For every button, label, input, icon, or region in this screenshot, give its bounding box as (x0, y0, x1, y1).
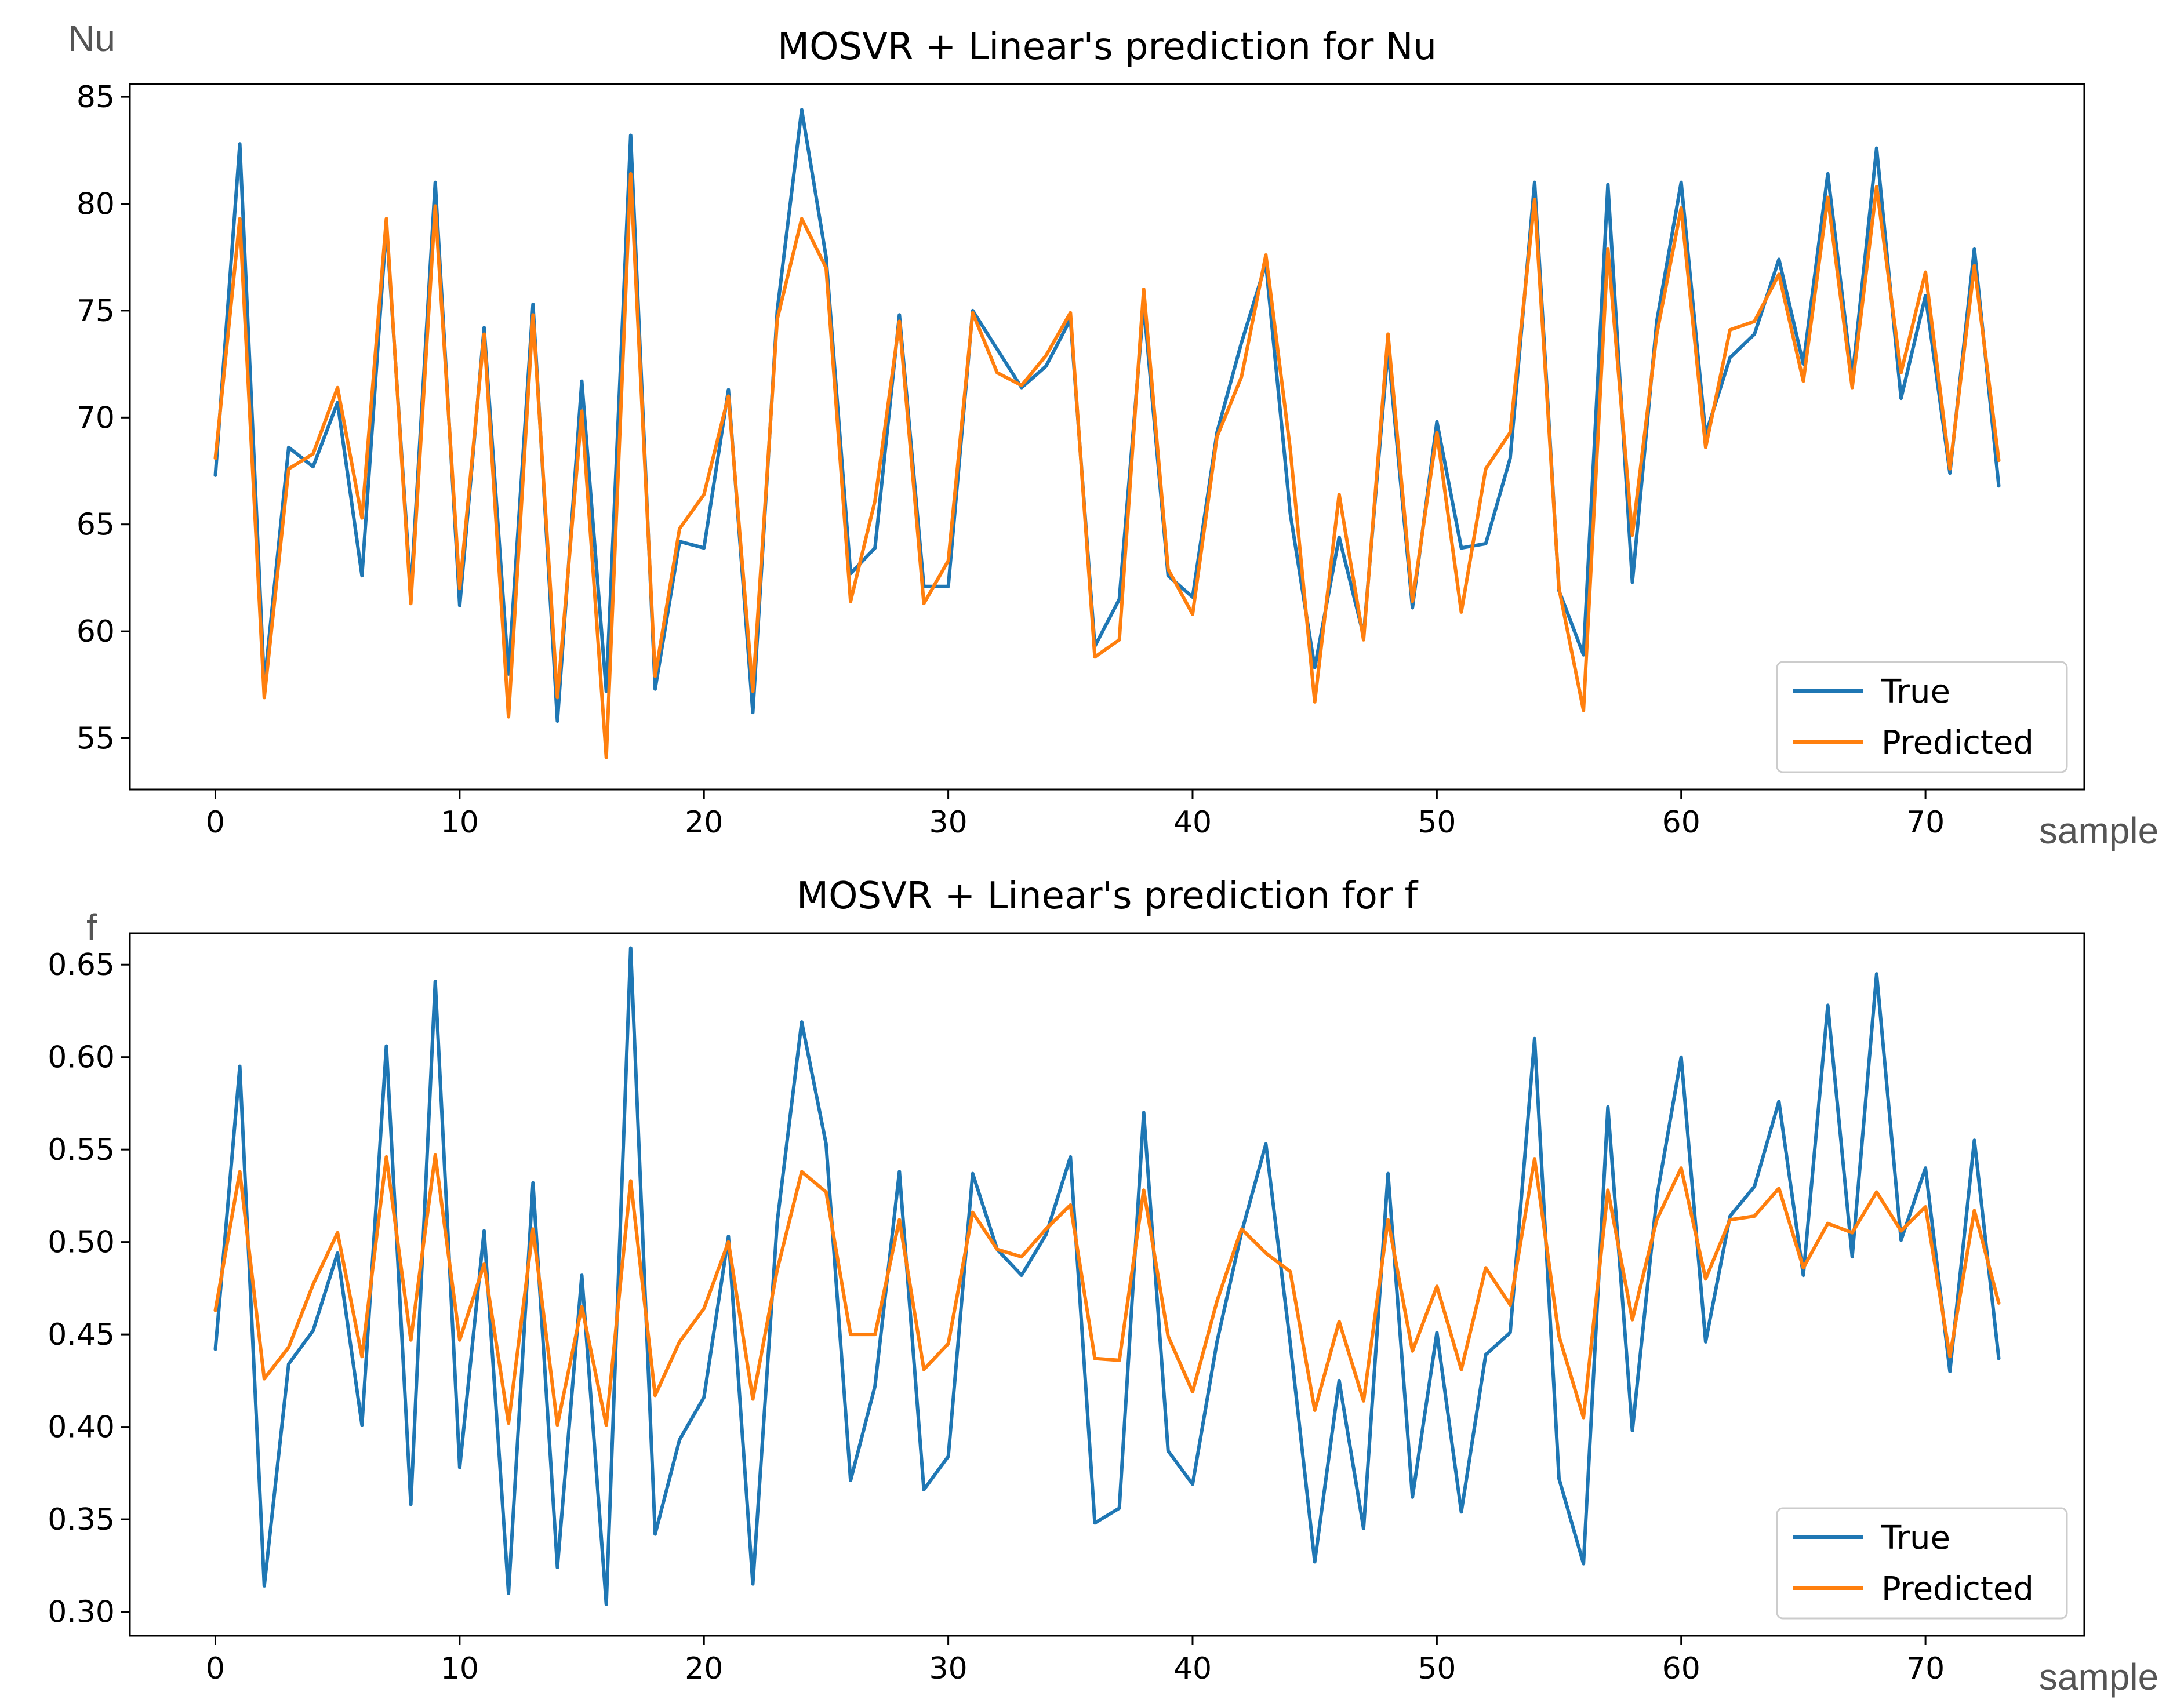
y-axis-label: f (86, 907, 97, 948)
y-tick-label: 65 (77, 508, 115, 543)
legend-label-predicted: Predicted (1881, 724, 2034, 762)
y-tick-label: 0.65 (48, 948, 115, 982)
y-tick-label: 55 (77, 721, 115, 756)
plot-frame (129, 83, 2085, 791)
nu-prediction-chart: MOSVR + Linear's prediction for Nu Nu samp… (68, 17, 2158, 852)
x-tick-label: 30 (929, 805, 968, 840)
legend-label-true: True (1881, 673, 1950, 711)
x-tick-label: 40 (1173, 805, 1212, 840)
x-tick-label: 70 (1906, 805, 1945, 840)
chart-title: MOSVR + Linear's prediction for Nu (777, 26, 1437, 68)
y-tick-label: 0.30 (48, 1595, 115, 1630)
x-axis-label: sample (2039, 810, 2158, 852)
y-tick-label: 0.50 (48, 1225, 115, 1260)
x-tick-label: 40 (1173, 1651, 1212, 1686)
y-tick-label: 0.60 (48, 1040, 115, 1075)
y-tick-label: 0.35 (48, 1502, 115, 1537)
series-line-true (213, 108, 2001, 723)
series-line-predicted (213, 172, 2001, 759)
x-tick-label: 50 (1418, 805, 1456, 840)
chart-title: MOSVR + Linear's prediction for f (797, 875, 1419, 918)
y-tick-label: 0.55 (48, 1133, 115, 1167)
y-tick-label: 0.40 (48, 1410, 115, 1445)
x-tick-label: 30 (929, 1651, 968, 1686)
y-axis-label: Nu (68, 17, 115, 59)
x-tick-label: 60 (1662, 805, 1700, 840)
series-line-true (213, 946, 2001, 1606)
y-tick-label: 85 (77, 80, 115, 115)
x-tick-label: 20 (685, 805, 723, 840)
x-tick-label: 20 (685, 1651, 723, 1686)
legend-label-predicted: Predicted (1881, 1570, 2034, 1608)
y-tick-label: 0.45 (48, 1318, 115, 1352)
series-line-predicted (213, 1153, 2001, 1427)
y-tick-label: 70 (77, 401, 115, 435)
x-axis-label: sample (2039, 1656, 2158, 1698)
plot-frame (129, 932, 2085, 1637)
y-tick-label: 80 (77, 187, 115, 222)
x-tick-label: 0 (206, 805, 225, 840)
x-tick-label: 0 (206, 1651, 225, 1686)
y-tick-label: 75 (77, 294, 115, 329)
x-tick-label: 60 (1662, 1651, 1700, 1686)
y-tick-label: 60 (77, 614, 115, 649)
x-tick-label: 70 (1906, 1651, 1945, 1686)
f-prediction-chart: MOSVR + Linear's prediction for f f sample… (48, 875, 2158, 1698)
x-tick-label: 10 (441, 805, 479, 840)
x-tick-label: 10 (441, 1651, 479, 1686)
legend-label-true: True (1881, 1519, 1950, 1557)
x-tick-label: 50 (1418, 1651, 1456, 1686)
